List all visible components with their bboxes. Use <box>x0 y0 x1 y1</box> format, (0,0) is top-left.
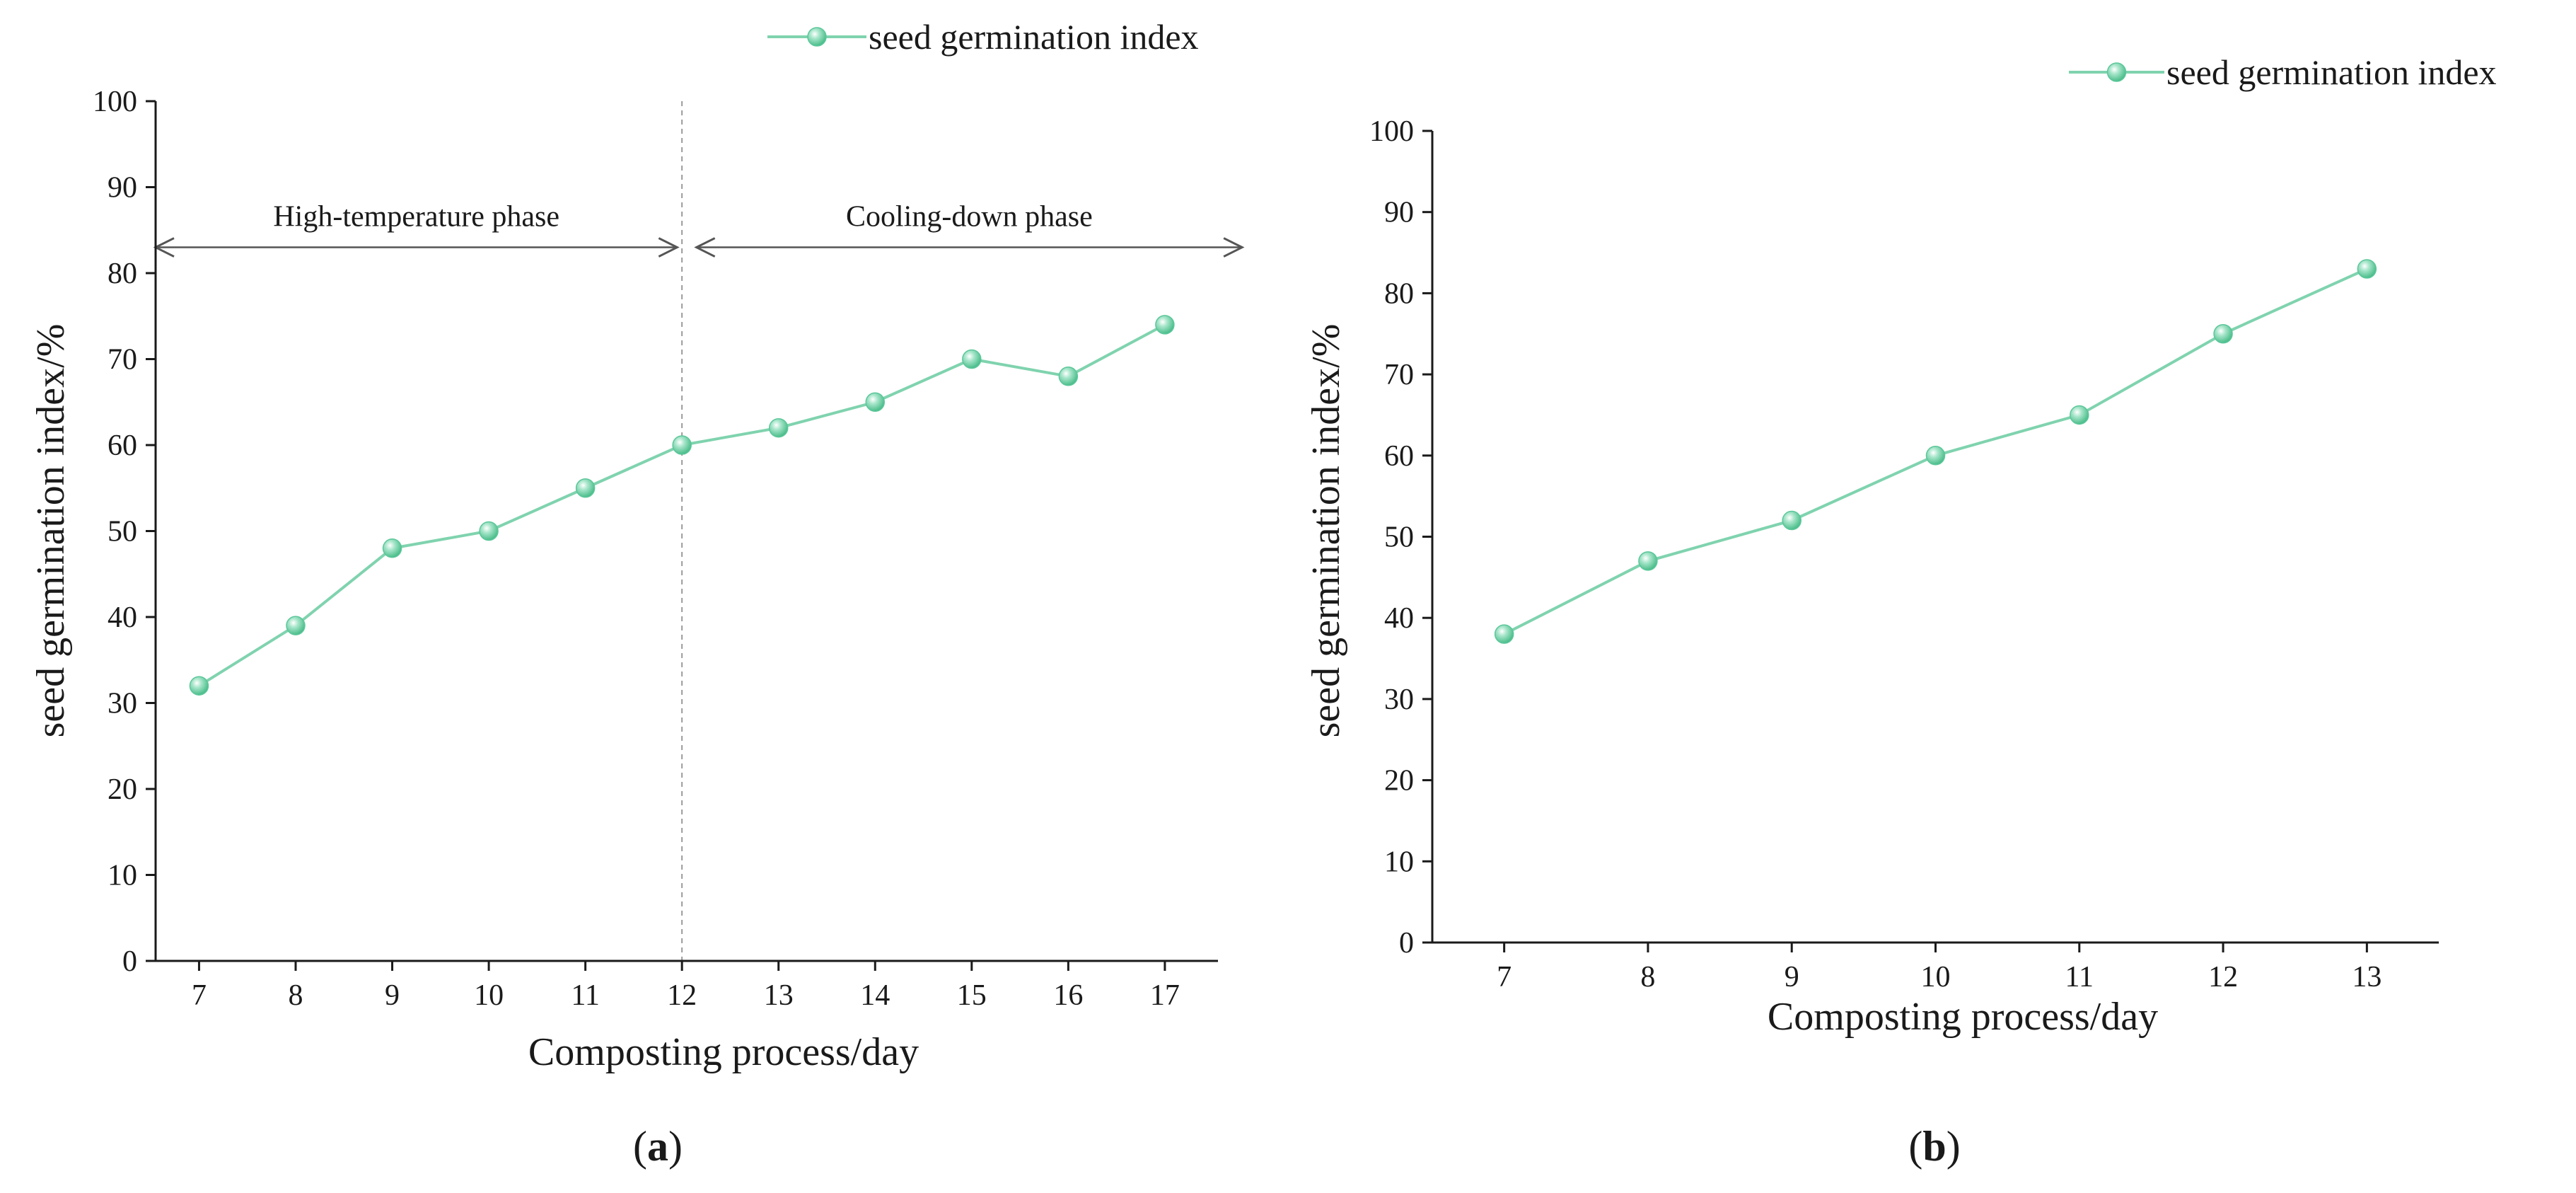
data-point <box>1058 367 1079 386</box>
y-tick-label: 10 <box>1384 846 1414 878</box>
x-tick-label: 12 <box>667 979 697 1012</box>
y-tick-label: 50 <box>1384 521 1414 554</box>
y-tick-label: 20 <box>1384 765 1414 797</box>
chart-panel-a: High-temperature phase Cooling-down phase… <box>29 17 1245 1170</box>
y-tick-label: 60 <box>108 430 137 462</box>
arrow-head <box>694 237 716 258</box>
legend-label: seed germination index <box>869 17 1199 57</box>
x-tick-label: 9 <box>1785 961 1799 993</box>
legend: seed germination index <box>767 17 1199 57</box>
x-tick-label: 11 <box>2065 961 2094 993</box>
x-tick-label: 10 <box>474 979 504 1012</box>
y-tick-label: 70 <box>1384 359 1414 391</box>
data-point <box>768 417 789 438</box>
y-tick-label: 90 <box>108 172 137 204</box>
data-point <box>575 478 596 498</box>
data-series <box>1494 259 2377 644</box>
axes: 0 10 20 30 40 50 60 70 80 90 100 7 8 9 10 11 12 13 <box>1369 115 2439 993</box>
y-tick-label: 40 <box>1384 602 1414 635</box>
panel-label: (b) <box>1908 1123 1960 1170</box>
y-tick-label: 0 <box>122 945 137 978</box>
x-tick-label: 13 <box>764 979 794 1012</box>
y-tick-label: 100 <box>93 86 137 118</box>
phase-annotations: High-temperature phase Cooling-down phase <box>153 101 1245 961</box>
y-axis-title: seed germination index/% <box>29 324 73 738</box>
arrow-head <box>658 237 680 258</box>
x-tick-label: 17 <box>1150 979 1180 1012</box>
data-point <box>2357 259 2377 279</box>
y-tick-label: 100 <box>1369 115 1414 148</box>
x-axis-title: Composting process/day <box>1768 995 2158 1039</box>
y-tick-label: 30 <box>108 688 137 720</box>
x-tick-label: 14 <box>860 979 890 1012</box>
data-point <box>1782 510 1802 531</box>
x-tick-label: 8 <box>288 979 303 1012</box>
data-point <box>2213 324 2233 344</box>
data-point <box>2070 405 2089 425</box>
x-tick-label: 8 <box>1640 961 1655 993</box>
y-tick-label: 20 <box>108 773 137 806</box>
legend: seed germination index <box>2069 52 2497 92</box>
data-point <box>189 676 209 696</box>
y-tick-label: 60 <box>1384 440 1414 473</box>
data-point <box>1494 624 1514 644</box>
x-tick-label: 16 <box>1053 979 1083 1012</box>
x-tick-label: 15 <box>957 979 987 1012</box>
y-tick-label: 90 <box>1384 197 1414 229</box>
data-point <box>865 392 886 412</box>
x-tick-label: 7 <box>1497 961 1512 993</box>
y-tick-label: 30 <box>1384 684 1414 716</box>
data-point <box>962 349 982 369</box>
data-point <box>382 538 402 558</box>
data-point <box>1638 551 1658 571</box>
data-point <box>479 521 499 541</box>
axes: 0 10 20 30 40 50 60 70 80 90 100 7 8 9 10 11 12 13 14 15 16 1… <box>93 86 1218 1012</box>
data-point <box>1155 315 1175 335</box>
x-tick-label: 10 <box>1921 961 1951 993</box>
x-axis-title: Composting process/day <box>528 1030 919 1074</box>
y-tick-label: 10 <box>108 860 137 892</box>
arrow-head <box>1223 237 1245 258</box>
phase-label: Cooling-down phase <box>846 201 1093 234</box>
phase-label: High-temperature phase <box>273 201 559 234</box>
x-tick-label: 11 <box>571 979 599 1012</box>
data-point <box>286 616 306 635</box>
x-tick-label: 13 <box>2352 961 2381 993</box>
data-series <box>189 315 1175 696</box>
legend-marker <box>2106 62 2127 82</box>
y-tick-label: 40 <box>108 601 137 634</box>
y-axis-title: seed germination index/% <box>1304 324 1348 738</box>
y-tick-label: 0 <box>1399 927 1414 959</box>
x-tick-label: 7 <box>192 979 207 1012</box>
legend-label: seed germination index <box>2166 52 2497 92</box>
y-tick-label: 70 <box>108 344 137 376</box>
y-tick-label: 50 <box>108 516 137 548</box>
data-point <box>672 435 692 455</box>
x-tick-label: 12 <box>2208 961 2238 993</box>
chart-panel-b: 0 10 20 30 40 50 60 70 80 90 100 7 8 9 10 11 12 13 seed g… <box>1304 52 2497 1170</box>
y-tick-label: 80 <box>1384 277 1414 310</box>
y-tick-label: 80 <box>108 258 137 290</box>
x-tick-label: 9 <box>385 979 400 1012</box>
data-point <box>1925 446 1946 466</box>
legend-marker <box>807 27 827 47</box>
panel-label: (a) <box>633 1123 683 1170</box>
